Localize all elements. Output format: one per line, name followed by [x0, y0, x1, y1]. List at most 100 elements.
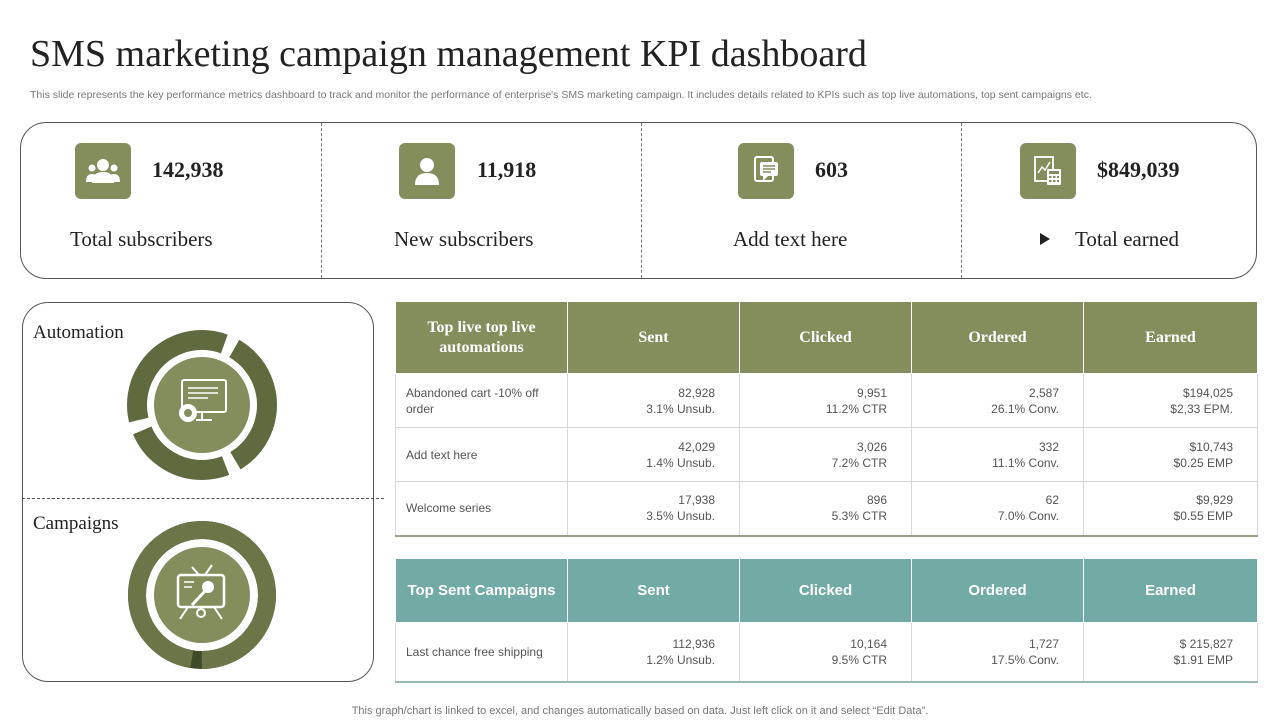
- automation-name: Add text here: [395, 427, 568, 482]
- earned-cell: $9,929 $0.55 EMP: [1083, 481, 1258, 537]
- page-title: SMS marketing campaign management KPI da…: [30, 33, 867, 75]
- campaign-name: Last chance free shipping: [395, 622, 568, 683]
- clicked-cell: 10,164 9.5% CTR: [739, 622, 912, 683]
- clicked-cell: 9,951 11.2% CTR: [739, 373, 912, 428]
- kpi-value: $849,039: [1097, 157, 1180, 182]
- sent-value: 82,928: [678, 385, 715, 400]
- epm-value: $2,33 EPM.: [1170, 401, 1233, 416]
- calculator-icon: [1020, 143, 1076, 199]
- table-row: Welcome series 17,938 3.5% Unsub. 896 5.3%…: [395, 481, 1258, 537]
- kpi-label: New subscribers: [394, 227, 534, 251]
- sent-cell: 42,029 1.4% Unsub.: [567, 427, 740, 482]
- sent-value: 17,938: [678, 493, 715, 508]
- ordered-value: 1,727: [1028, 636, 1059, 651]
- campaigns-label: Campaigns: [33, 513, 119, 534]
- column-header: Top live top live automations: [395, 301, 568, 374]
- table-header-row: Top Sent Campaigns Sent Clicked Ordered …: [395, 558, 1258, 623]
- emp-value: $1.91 EMP: [1173, 652, 1233, 667]
- table-row: Abandoned cart -10% off order 82,928 3.1%…: [395, 373, 1258, 428]
- earned-cell: $10,743 $0.25 EMP: [1083, 427, 1258, 482]
- campaigns-table: Top Sent Campaigns Sent Clicked Ordered …: [395, 558, 1258, 683]
- automation-ring: [127, 330, 277, 480]
- ordered-value: 62: [1045, 493, 1059, 508]
- ordered-cell: 1,727 17.5% Conv.: [911, 622, 1084, 683]
- unsub-rate: 3.1% Unsub.: [646, 401, 715, 416]
- kpi-total-subscribers: 142,938 Total subscribers: [21, 123, 321, 280]
- column-header: Earned: [1083, 301, 1258, 374]
- page-subtitle: This slide represents the key performanc…: [30, 89, 1092, 101]
- sent-cell: 112,936 1.2% Unsub.: [567, 622, 740, 683]
- earned-value: $194,025: [1182, 385, 1233, 400]
- kpi-summary-box: 142,938 Total subscribers 11,918 New sub…: [20, 122, 1257, 279]
- kpi-add-text: 603 Add text here: [641, 123, 961, 280]
- kpi-value: 603: [815, 157, 848, 182]
- column-header: Top Sent Campaigns: [395, 558, 568, 623]
- kpi-label: Total subscribers: [70, 227, 213, 251]
- kpi-divider: [961, 123, 962, 278]
- automation-label: Automation: [33, 322, 124, 343]
- conv-rate: 26.1% Conv.: [991, 401, 1059, 416]
- epm-value: $0.55 EMP: [1173, 509, 1233, 524]
- tv-microphone-icon: [176, 564, 226, 620]
- kpi-divider: [321, 123, 322, 278]
- ctr-rate: 5.3% CTR: [831, 509, 887, 524]
- column-header: Clicked: [739, 558, 912, 623]
- kpi-label: Add text here: [733, 227, 848, 251]
- monitor-gear-icon: [179, 379, 227, 422]
- campaigns-ring: [128, 521, 276, 669]
- sent-value: 42,029: [678, 439, 715, 454]
- column-header: Sent: [567, 301, 740, 374]
- table-row: Last chance free shipping 112,936 1.2% Un…: [395, 622, 1258, 683]
- play-icon: [1040, 233, 1050, 245]
- earned-cell: $ 215,827 $1.91 EMP: [1083, 622, 1258, 683]
- epm-value: $0.25 EMP: [1173, 455, 1233, 470]
- column-header: Clicked: [739, 301, 912, 374]
- ctr-rate: 9.5% CTR: [831, 652, 887, 667]
- column-header: Ordered: [911, 558, 1084, 623]
- conv-rate: 11.1% Conv.: [992, 455, 1059, 470]
- kpi-new-subscribers: 11,918 New subscribers: [321, 123, 641, 280]
- kpi-divider: [641, 123, 642, 278]
- sent-cell: 17,938 3.5% Unsub.: [567, 481, 740, 537]
- table-header-row: Top live top live automations Sent Click…: [395, 301, 1258, 374]
- kpi-label: Total earned: [1075, 227, 1180, 251]
- unsub-rate: 3.5% Unsub.: [646, 509, 715, 524]
- automations-table: Top live top live automations Sent Click…: [395, 301, 1258, 537]
- sent-value: 112,936: [672, 636, 716, 651]
- user-icon: [399, 143, 455, 199]
- ctr-rate: 11.2% CTR: [825, 401, 887, 416]
- conv-rate: 17.5% Conv.: [991, 652, 1059, 667]
- unsub-rate: 1.2% Unsub.: [646, 652, 715, 667]
- ctr-rate: 7.2% CTR: [831, 455, 887, 470]
- category-panel: [22, 302, 374, 682]
- footer-note: This graph/chart is linked to excel, and…: [351, 705, 929, 717]
- ordered-value: 332: [1038, 439, 1059, 454]
- earned-value: $9,929: [1196, 493, 1233, 508]
- users-icon: [75, 143, 131, 199]
- ordered-cell: 62 7.0% Conv.: [911, 481, 1084, 537]
- sent-cell: 82,928 3.1% Unsub.: [567, 373, 740, 428]
- earned-value: $10,743: [1189, 439, 1233, 454]
- kpi-value: 142,938: [152, 157, 224, 182]
- ordered-cell: 2,587 26.1% Conv.: [911, 373, 1084, 428]
- kpi-value: 11,918: [477, 157, 537, 182]
- column-header: Sent: [567, 558, 740, 623]
- clicked-cell: 896 5.3% CTR: [739, 481, 912, 537]
- panel-divider: [22, 498, 384, 499]
- ordered-cell: 332 11.1% Conv.: [911, 427, 1084, 482]
- conv-rate: 7.0% Conv.: [997, 509, 1059, 524]
- automation-name: Abandoned cart -10% off order: [395, 373, 568, 428]
- earned-value: $ 215,827: [1179, 636, 1233, 651]
- clicked-value: 10,164: [850, 636, 887, 651]
- clicked-cell: 3,026 7.2% CTR: [739, 427, 912, 482]
- column-header: Earned: [1083, 558, 1258, 623]
- clicked-value: 9,951: [856, 385, 887, 400]
- ordered-value: 2,587: [1028, 385, 1059, 400]
- automation-name: Welcome series: [395, 481, 568, 537]
- table-row: Add text here 42,029 1.4% Unsub. 3,026 7.2…: [395, 427, 1258, 482]
- clicked-value: 3,026: [856, 439, 887, 454]
- unsub-rate: 1.4% Unsub.: [646, 455, 715, 470]
- kpi-total-earned: $849,039 Total earned: [961, 123, 1258, 280]
- sms-document-icon: [738, 143, 794, 199]
- clicked-value: 896: [866, 493, 887, 508]
